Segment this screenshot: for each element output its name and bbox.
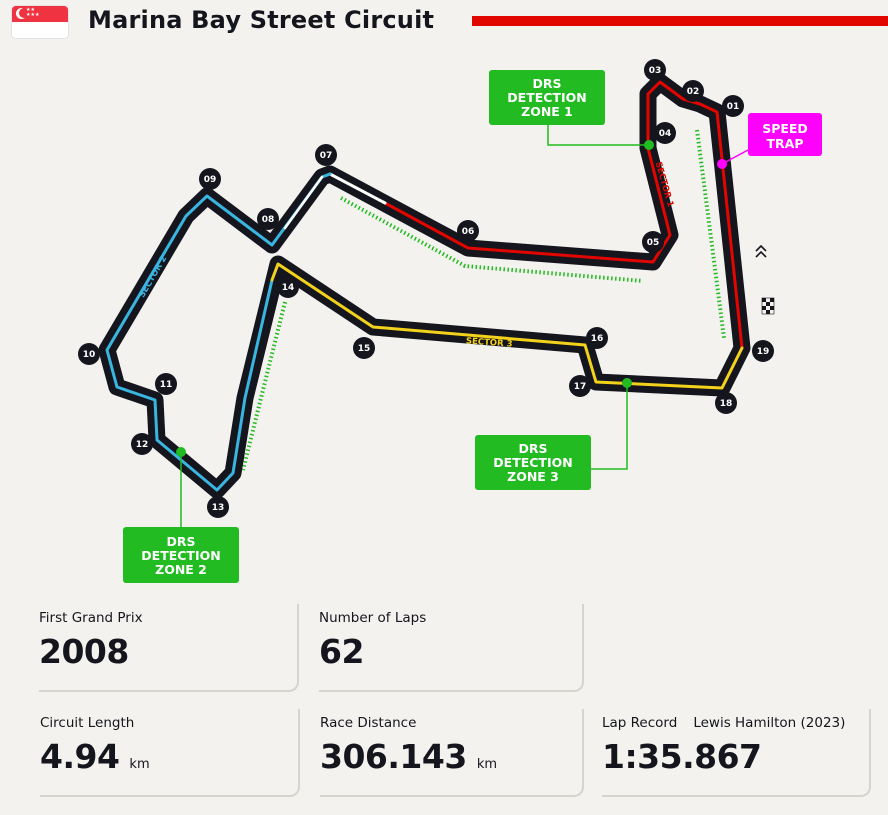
first-grand-prix-value: 2008 <box>39 632 129 671</box>
race-distance-value-row: 306.143 km <box>320 737 497 776</box>
svg-text:09: 09 <box>204 175 217 185</box>
lap-record-value: 1:35.867 <box>602 737 762 776</box>
svg-text:10: 10 <box>83 350 96 360</box>
circuit-length-value-row: 4.94 km <box>40 737 150 776</box>
svg-text:DETECTION: DETECTION <box>507 90 586 105</box>
corner-16: 16 <box>586 327 608 349</box>
sector-3-line <box>270 262 744 390</box>
corner-04: 04 <box>654 122 676 144</box>
header: ★★ ★★★ Marina Bay Street Circuit <box>0 0 888 48</box>
svg-text:12: 12 <box>136 440 149 450</box>
svg-text:06: 06 <box>462 227 475 237</box>
svg-text:DETECTION: DETECTION <box>141 548 220 563</box>
number-of-laps-card: Number of Laps 62 <box>319 604 584 692</box>
svg-text:07: 07 <box>320 151 333 161</box>
drs-connectors <box>180 124 649 530</box>
svg-text:13: 13 <box>212 503 225 513</box>
svg-text:ZONE 1: ZONE 1 <box>521 104 573 119</box>
corner-19: 19 <box>752 340 774 362</box>
sector-1-line <box>383 80 744 350</box>
svg-text:05: 05 <box>647 238 660 248</box>
drs-zone-2-box: DRS DETECTION ZONE 2 <box>123 527 239 583</box>
svg-text:DRS: DRS <box>518 441 547 456</box>
drs-zone-lines <box>241 129 726 471</box>
lap-record-holder: Lewis Hamilton (2023) <box>693 715 846 731</box>
corner-17: 17 <box>569 375 591 397</box>
sector-2-line <box>105 172 332 492</box>
drs-zone-3-point <box>622 378 632 388</box>
corner-08: 08 <box>257 208 279 230</box>
speed-trap-point <box>717 159 727 169</box>
title-accent-line <box>472 16 888 26</box>
circuit-map: 01 02 03 04 05 06 07 08 09 10 11 12 13 1… <box>78 59 822 583</box>
corner-09: 09 <box>199 168 221 190</box>
drs-zone-3-box: DRS DETECTION ZONE 3 <box>475 435 591 490</box>
corner-13: 13 <box>207 496 229 518</box>
drs-zone-1-line <box>695 129 726 339</box>
svg-text:14: 14 <box>282 283 295 293</box>
circuit-length-card: Circuit Length 4.94 km <box>40 709 300 797</box>
singapore-flag-icon: ★★ ★★★ <box>12 6 68 38</box>
corner-06: 06 <box>457 220 479 242</box>
number-of-laps-value: 62 <box>319 632 364 671</box>
corner-05: 05 <box>642 231 664 253</box>
lap-record-label-row: Lap Record Lewis Hamilton (2023) <box>602 715 845 731</box>
drs-zone-2-line <box>340 196 644 283</box>
svg-text:DETECTION: DETECTION <box>493 455 572 470</box>
corner-labels: 01 02 03 04 05 06 07 08 09 10 11 12 13 1… <box>78 59 774 518</box>
circuit-length-label: Circuit Length <box>40 715 135 731</box>
drs-zone-1-box: DRS DETECTION ZONE 1 <box>489 70 605 125</box>
corner-03: 03 <box>644 59 666 81</box>
corner-12: 12 <box>131 433 153 455</box>
svg-text:02: 02 <box>687 87 700 97</box>
sector-1-leadin <box>328 172 387 205</box>
svg-text:DRS: DRS <box>166 534 195 549</box>
speed-trap-box: SPEED TRAP <box>748 113 822 156</box>
corner-07: 07 <box>315 144 337 166</box>
drs-zone-3-connector <box>590 383 628 470</box>
number-of-laps-label: Number of Laps <box>319 610 427 626</box>
corner-02: 02 <box>682 80 704 102</box>
race-distance-value: 306.143 <box>320 737 467 776</box>
svg-text:15: 15 <box>358 344 371 354</box>
race-distance-card: Race Distance 306.143 km <box>320 709 584 797</box>
svg-text:SPEED: SPEED <box>762 121 808 136</box>
drs-zone-2-point <box>176 447 186 457</box>
lap-record-label: Lap Record <box>602 715 678 731</box>
svg-text:16: 16 <box>591 334 604 344</box>
svg-text:18: 18 <box>720 399 733 409</box>
svg-text:08: 08 <box>262 215 275 225</box>
first-grand-prix-card: First Grand Prix 2008 <box>39 604 299 692</box>
first-grand-prix-label: First Grand Prix <box>39 610 143 626</box>
corner-10: 10 <box>78 343 100 365</box>
corner-18: 18 <box>715 392 737 414</box>
svg-text:ZONE 2: ZONE 2 <box>155 562 207 577</box>
svg-text:04: 04 <box>659 129 672 139</box>
svg-text:DRS: DRS <box>532 76 561 91</box>
drs-zone-3-line <box>241 301 287 471</box>
svg-text:11: 11 <box>160 380 173 390</box>
svg-text:03: 03 <box>649 66 662 76</box>
drs-zone-1-connector <box>547 124 649 146</box>
corner-15: 15 <box>353 337 375 359</box>
circuit-length-unit: km <box>129 757 150 772</box>
corner-11: 11 <box>155 373 177 395</box>
svg-text:TRAP: TRAP <box>767 136 804 151</box>
drs-zone-1-point <box>644 140 654 150</box>
chequered-flag-icon <box>761 297 775 315</box>
svg-text:19: 19 <box>757 347 770 357</box>
double-chevron-up-icon <box>755 244 767 258</box>
page-title: Marina Bay Street Circuit <box>88 6 435 34</box>
race-distance-label: Race Distance <box>320 715 417 731</box>
circuit-length-value: 4.94 <box>40 737 120 776</box>
track-inner-line <box>283 175 324 230</box>
race-distance-unit: km <box>476 757 498 772</box>
svg-text:ZONE 3: ZONE 3 <box>507 469 559 484</box>
lap-record-card: Lap Record Lewis Hamilton (2023) 1:35.867 <box>602 709 871 797</box>
corner-14: 14 <box>277 276 299 298</box>
svg-text:17: 17 <box>574 382 587 392</box>
sector-3-label: SECTOR 3 <box>466 336 513 349</box>
svg-text:01: 01 <box>727 102 740 112</box>
corner-01: 01 <box>722 95 744 117</box>
